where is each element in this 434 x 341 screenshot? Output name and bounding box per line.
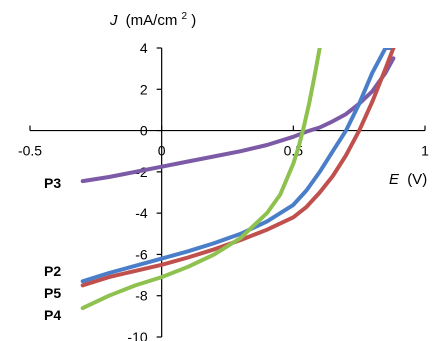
y-tick-label: -10	[127, 329, 147, 341]
y-axis-unit-prefix: (mA/cm	[126, 12, 178, 29]
x-axis-ticks: -0.5 0 0.5 1	[18, 125, 429, 159]
y-tick-label: -6	[135, 246, 148, 262]
y-tick-label: -8	[135, 288, 148, 304]
y-axis-variable: J	[109, 12, 118, 29]
series-label-p2: P2	[44, 263, 61, 279]
y-tick-label: 4	[140, 40, 148, 56]
y-tick-label: 2	[140, 81, 148, 97]
series-label-p5: P5	[44, 285, 61, 301]
series-label-p4: P4	[44, 307, 61, 323]
y-tick-label: 0	[140, 123, 148, 139]
y-axis-title: J (mA/cm 2 )	[109, 6, 196, 29]
series-line-p4	[80, 48, 322, 311]
y-axis-unit-suffix: )	[191, 12, 196, 29]
series-line-p2	[80, 48, 396, 284]
x-tick-label: -0.5	[18, 143, 42, 159]
series-line-p3	[80, 56, 396, 184]
series-line-p5	[80, 48, 396, 288]
y-axis-unit-superscript: 2	[182, 11, 188, 22]
y-tick-label: -4	[135, 205, 148, 221]
x-tick-label: 1	[421, 143, 429, 159]
x-tick-label: 0	[158, 143, 166, 159]
x-axis-variable: E	[389, 171, 400, 188]
x-axis-title: E (V)	[389, 171, 427, 188]
series-group	[80, 48, 396, 311]
series-label-p3: P3	[44, 175, 61, 191]
x-axis-unit: (V)	[407, 171, 427, 188]
